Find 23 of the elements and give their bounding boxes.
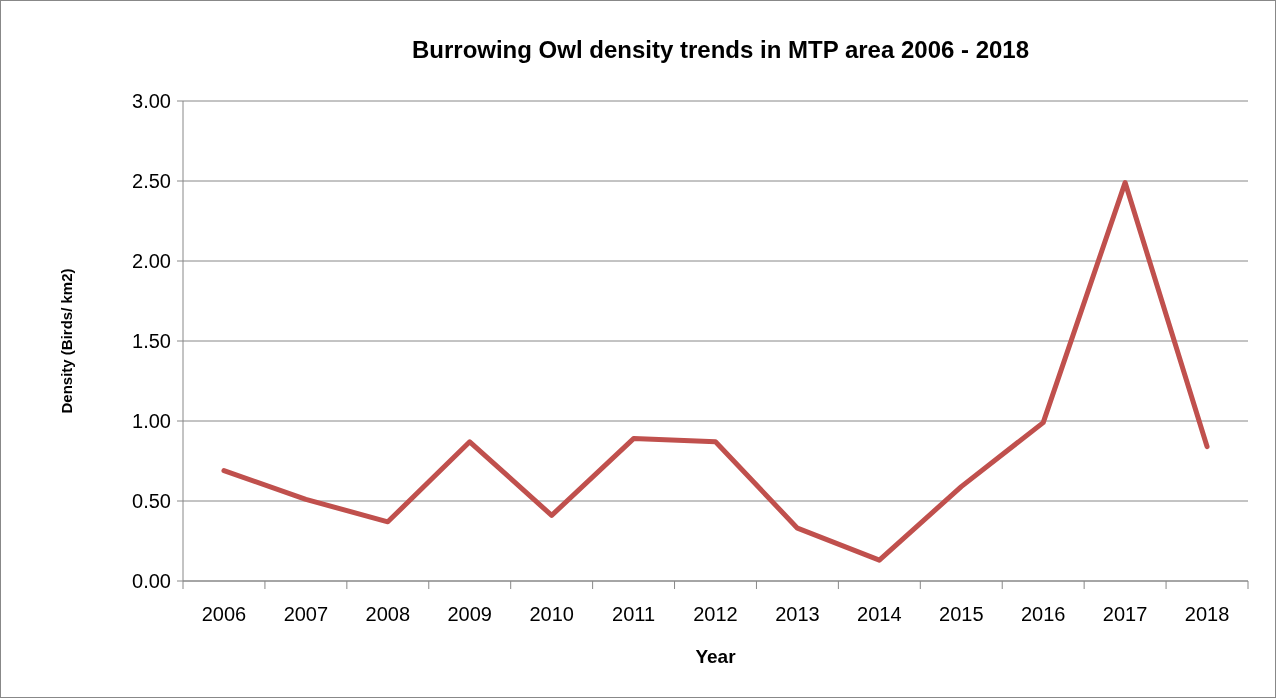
x-tick-label: 2009 (447, 603, 492, 625)
chart-title: Burrowing Owl density trends in MTP area 2006 - 2018 (411, 36, 1030, 63)
x-tick-label: 2013 (775, 603, 820, 625)
y-tick-label: 1.00 (132, 410, 171, 432)
y-tick-label: 2.50 (132, 170, 171, 192)
x-tick-label: 2006 (201, 603, 247, 625)
x-tick-label: 2008 (365, 603, 411, 625)
x-tick-label: 2017 (1102, 603, 1148, 625)
x-tick-label: 2016 (1020, 603, 1066, 625)
x-tick-label: 2014 (857, 603, 902, 625)
x-axis-title: Year (695, 646, 737, 667)
x-tick-label: 2015 (939, 603, 984, 625)
x-tick-label: 2007 (283, 603, 329, 625)
x-tick-label: 2010 (529, 603, 574, 625)
y-tick-label: 3.00 (132, 90, 171, 112)
x-tick-label: 2011 (612, 603, 656, 625)
y-tick-label: 0.50 (132, 490, 171, 512)
y-tick-label: 0.00 (132, 570, 171, 592)
x-tick-label: 2012 (693, 603, 738, 625)
y-tick-label: 1.50 (132, 330, 171, 352)
y-tick-label: 2.00 (132, 250, 171, 272)
y-axis-title: Density (Birds/ km2) (58, 268, 75, 414)
x-tick-label: 2018 (1184, 603, 1230, 625)
